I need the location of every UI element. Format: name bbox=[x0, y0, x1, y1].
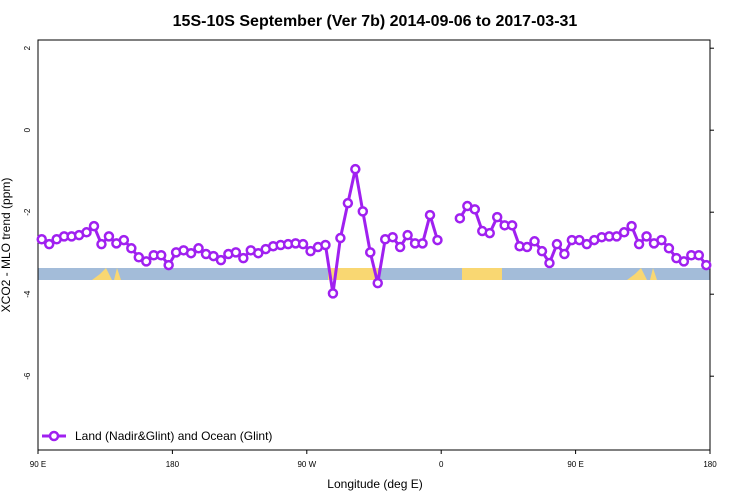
data-point bbox=[417, 238, 428, 249]
data-point bbox=[559, 248, 570, 260]
data-point bbox=[350, 163, 361, 175]
data-point bbox=[103, 231, 115, 242]
data-point bbox=[387, 231, 398, 243]
data-point bbox=[342, 197, 354, 209]
data-point bbox=[469, 204, 481, 215]
data-point bbox=[238, 252, 249, 264]
data-point bbox=[551, 238, 563, 250]
data-point bbox=[43, 238, 55, 250]
data-point bbox=[536, 245, 548, 257]
y-tick-label: -4 bbox=[23, 290, 32, 298]
data-point bbox=[133, 252, 145, 263]
x-tick-label: 90 E bbox=[567, 460, 583, 469]
y-tick-label: 0 bbox=[23, 127, 32, 132]
x-tick-label: 0 bbox=[439, 460, 444, 469]
data-point bbox=[693, 250, 705, 261]
data-point bbox=[701, 259, 712, 271]
data-point bbox=[253, 247, 264, 259]
data-point bbox=[208, 250, 219, 262]
data-point bbox=[81, 227, 92, 238]
data-point bbox=[118, 234, 130, 246]
data-point bbox=[678, 256, 690, 267]
data-point bbox=[432, 234, 443, 246]
data-point bbox=[581, 238, 593, 250]
legend-marker bbox=[48, 430, 60, 442]
data-point bbox=[529, 236, 540, 247]
data-point bbox=[402, 229, 413, 241]
data-point bbox=[335, 232, 346, 244]
data-point bbox=[454, 213, 466, 224]
y-tick-label: 2 bbox=[23, 45, 32, 50]
data-point bbox=[141, 256, 152, 267]
data-point bbox=[185, 247, 197, 259]
data-point bbox=[663, 243, 675, 254]
data-point bbox=[88, 220, 100, 232]
data-point bbox=[424, 209, 436, 221]
data-point bbox=[305, 245, 316, 257]
data-point bbox=[484, 227, 495, 239]
data-point bbox=[126, 243, 137, 254]
y-tick-label: -2 bbox=[23, 208, 32, 216]
data-point bbox=[574, 234, 585, 246]
y-axis-label: XCO2 - MLO trend (ppm) bbox=[0, 178, 13, 313]
data-point bbox=[394, 241, 406, 253]
data-point bbox=[155, 250, 167, 261]
data-point bbox=[618, 227, 630, 238]
x-tick-label: 180 bbox=[703, 460, 717, 469]
data-point bbox=[611, 231, 622, 242]
data-point bbox=[544, 257, 555, 269]
legend-label: Land (Nadir&Glint) and Ocean (Glint) bbox=[75, 429, 272, 443]
data-point bbox=[506, 220, 518, 231]
plot-frame bbox=[37, 39, 711, 451]
data-point bbox=[36, 234, 47, 245]
data-point bbox=[297, 238, 309, 250]
data-point bbox=[320, 239, 331, 251]
data-point bbox=[626, 220, 637, 232]
data-point bbox=[96, 238, 107, 250]
data-point bbox=[230, 247, 242, 258]
data-point bbox=[372, 277, 383, 289]
data-point bbox=[327, 288, 339, 299]
data-point bbox=[163, 259, 174, 271]
legend: Land (Nadir&Glint) and Ocean (Glint) bbox=[42, 429, 272, 443]
x-tick-label: 90 W bbox=[297, 460, 316, 469]
data-point bbox=[656, 234, 667, 246]
data-point bbox=[521, 241, 533, 253]
x-tick-label: 90 E bbox=[30, 460, 46, 469]
x-axis-label: Longitude (deg E) bbox=[327, 477, 422, 491]
data-point bbox=[365, 247, 376, 258]
data-point bbox=[491, 211, 503, 223]
data-point bbox=[633, 238, 645, 250]
data-point bbox=[357, 206, 369, 217]
data-point bbox=[641, 231, 652, 242]
y-tick-label: -6 bbox=[23, 372, 32, 380]
x-tick-label: 180 bbox=[166, 460, 180, 469]
data-point bbox=[193, 243, 204, 254]
data-point bbox=[215, 254, 227, 266]
chart-title: 15S-10S September (Ver 7b) 2014-09-06 to… bbox=[173, 13, 578, 30]
